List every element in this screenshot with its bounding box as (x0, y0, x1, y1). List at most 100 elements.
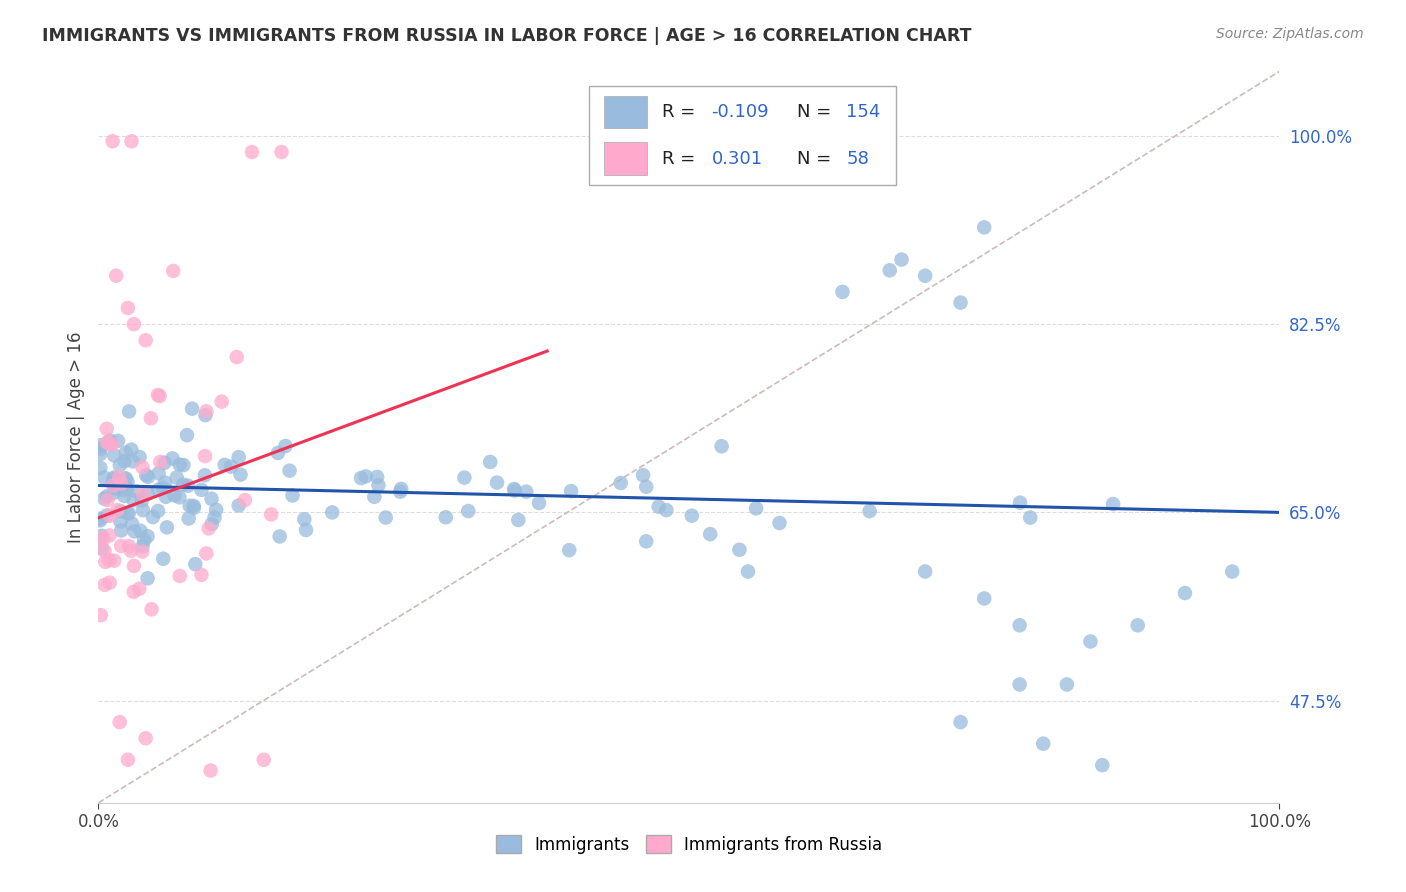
Point (132, 487, 155, 501)
Point (1091, 758, 1114, 772)
Point (98, 528, 121, 542)
Point (153, 456, 176, 470)
Point (190, 483, 212, 497)
Point (90, 532, 112, 546)
Point (228, 499, 250, 513)
Point (93, 544, 115, 558)
Point (183, 500, 205, 515)
Point (558, 543, 581, 558)
Point (115, 472, 138, 486)
Point (197, 521, 219, 535)
Point (103, 470, 125, 484)
Point (110, 479, 132, 493)
Point (148, 467, 170, 481)
Point (1008, 618, 1031, 632)
Point (949, 295, 972, 310)
Point (96, 508, 118, 523)
Point (1080, 634, 1102, 648)
Point (152, 551, 174, 566)
Point (142, 510, 165, 524)
Point (211, 394, 233, 409)
Point (229, 467, 252, 482)
Point (269, 529, 291, 543)
Point (205, 502, 228, 516)
Point (560, 484, 582, 499)
Point (179, 499, 201, 513)
Point (89, 511, 111, 525)
Point (1008, 496, 1031, 510)
Point (177, 511, 200, 525)
Point (363, 490, 385, 504)
Point (121, 134, 143, 148)
Point (195, 404, 218, 418)
Point (949, 715, 972, 730)
Point (169, 458, 191, 472)
Point (110, 524, 132, 538)
Point (253, 753, 276, 767)
Point (136, 571, 159, 585)
Point (146, 388, 169, 402)
Point (135, 468, 157, 483)
Point (128, 582, 150, 596)
Point (1126, 618, 1149, 632)
Point (457, 504, 479, 518)
Point (274, 439, 297, 453)
Point (859, 504, 882, 518)
Point (1032, 737, 1054, 751)
Point (914, 565, 936, 579)
Point (98, 553, 121, 567)
Point (169, 490, 191, 504)
Point (1102, 497, 1125, 511)
Point (214, 458, 236, 472)
Point (233, 493, 256, 508)
Point (103, 472, 125, 486)
Point (131, 493, 153, 508)
Point (240, 145, 263, 159)
Point (350, 471, 373, 485)
Point (219, 459, 242, 474)
Point (105, 268, 128, 283)
Point (124, 524, 146, 539)
Point (105, 503, 128, 517)
Point (141, 602, 163, 616)
Point (195, 546, 218, 560)
Point (190, 567, 212, 582)
Point (647, 500, 669, 514)
Point (527, 496, 550, 510)
Point (508, 513, 530, 527)
Point (117, 301, 139, 315)
Point (136, 487, 159, 501)
Point (879, 263, 901, 277)
Point (89, 513, 111, 527)
Point (737, 565, 759, 579)
Point (131, 544, 153, 558)
Point (101, 437, 124, 451)
Point (110, 476, 132, 491)
Point (162, 264, 184, 278)
Point (434, 510, 457, 524)
Point (98, 575, 121, 590)
Point (93, 491, 115, 506)
Point (129, 524, 152, 538)
Point (609, 475, 631, 490)
Point (96, 489, 118, 503)
Point (194, 449, 217, 463)
Point (1056, 677, 1078, 691)
Point (121, 516, 143, 531)
Point (135, 731, 157, 746)
Point (321, 505, 343, 519)
Point (366, 470, 388, 484)
Point (131, 460, 153, 475)
Point (745, 501, 768, 516)
Point (295, 523, 318, 537)
Point (176, 428, 198, 442)
Point (139, 411, 162, 425)
Text: IMMIGRANTS VS IMMIGRANTS FROM RUSSIA IN LABOR FORCE | AGE > 16 CORRELATION CHART: IMMIGRANTS VS IMMIGRANTS FROM RUSSIA IN … (42, 27, 972, 45)
Point (103, 554, 125, 568)
Point (374, 510, 396, 524)
Point (98, 434, 121, 448)
Point (90, 529, 112, 543)
Point (225, 350, 247, 364)
Y-axis label: In Labor Force | Age > 16: In Labor Force | Age > 16 (66, 331, 84, 543)
Point (108, 458, 131, 472)
